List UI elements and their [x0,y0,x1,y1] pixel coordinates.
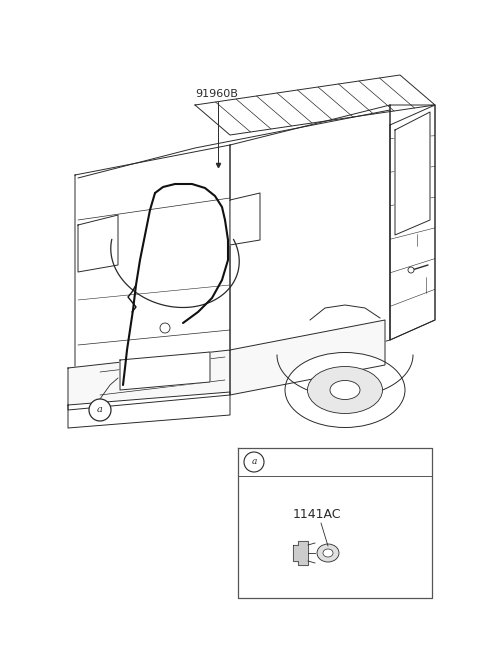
Polygon shape [390,105,435,340]
Ellipse shape [323,549,333,557]
Text: a: a [252,457,257,466]
Polygon shape [293,541,308,565]
Text: a: a [97,405,103,415]
Polygon shape [78,215,118,272]
Polygon shape [68,392,230,428]
Polygon shape [395,112,430,235]
Polygon shape [195,75,435,135]
Polygon shape [75,145,230,400]
Polygon shape [68,350,230,410]
Polygon shape [230,193,260,245]
Polygon shape [120,352,210,390]
Text: 91960B: 91960B [195,89,238,99]
Polygon shape [230,320,385,395]
Polygon shape [230,105,390,385]
Ellipse shape [285,352,405,428]
Ellipse shape [308,367,383,413]
Text: 1141AC: 1141AC [293,508,341,521]
Polygon shape [390,105,435,340]
Circle shape [160,323,170,333]
Circle shape [408,267,414,273]
Ellipse shape [317,544,339,562]
Circle shape [244,452,264,472]
Ellipse shape [330,380,360,400]
Circle shape [89,399,111,421]
